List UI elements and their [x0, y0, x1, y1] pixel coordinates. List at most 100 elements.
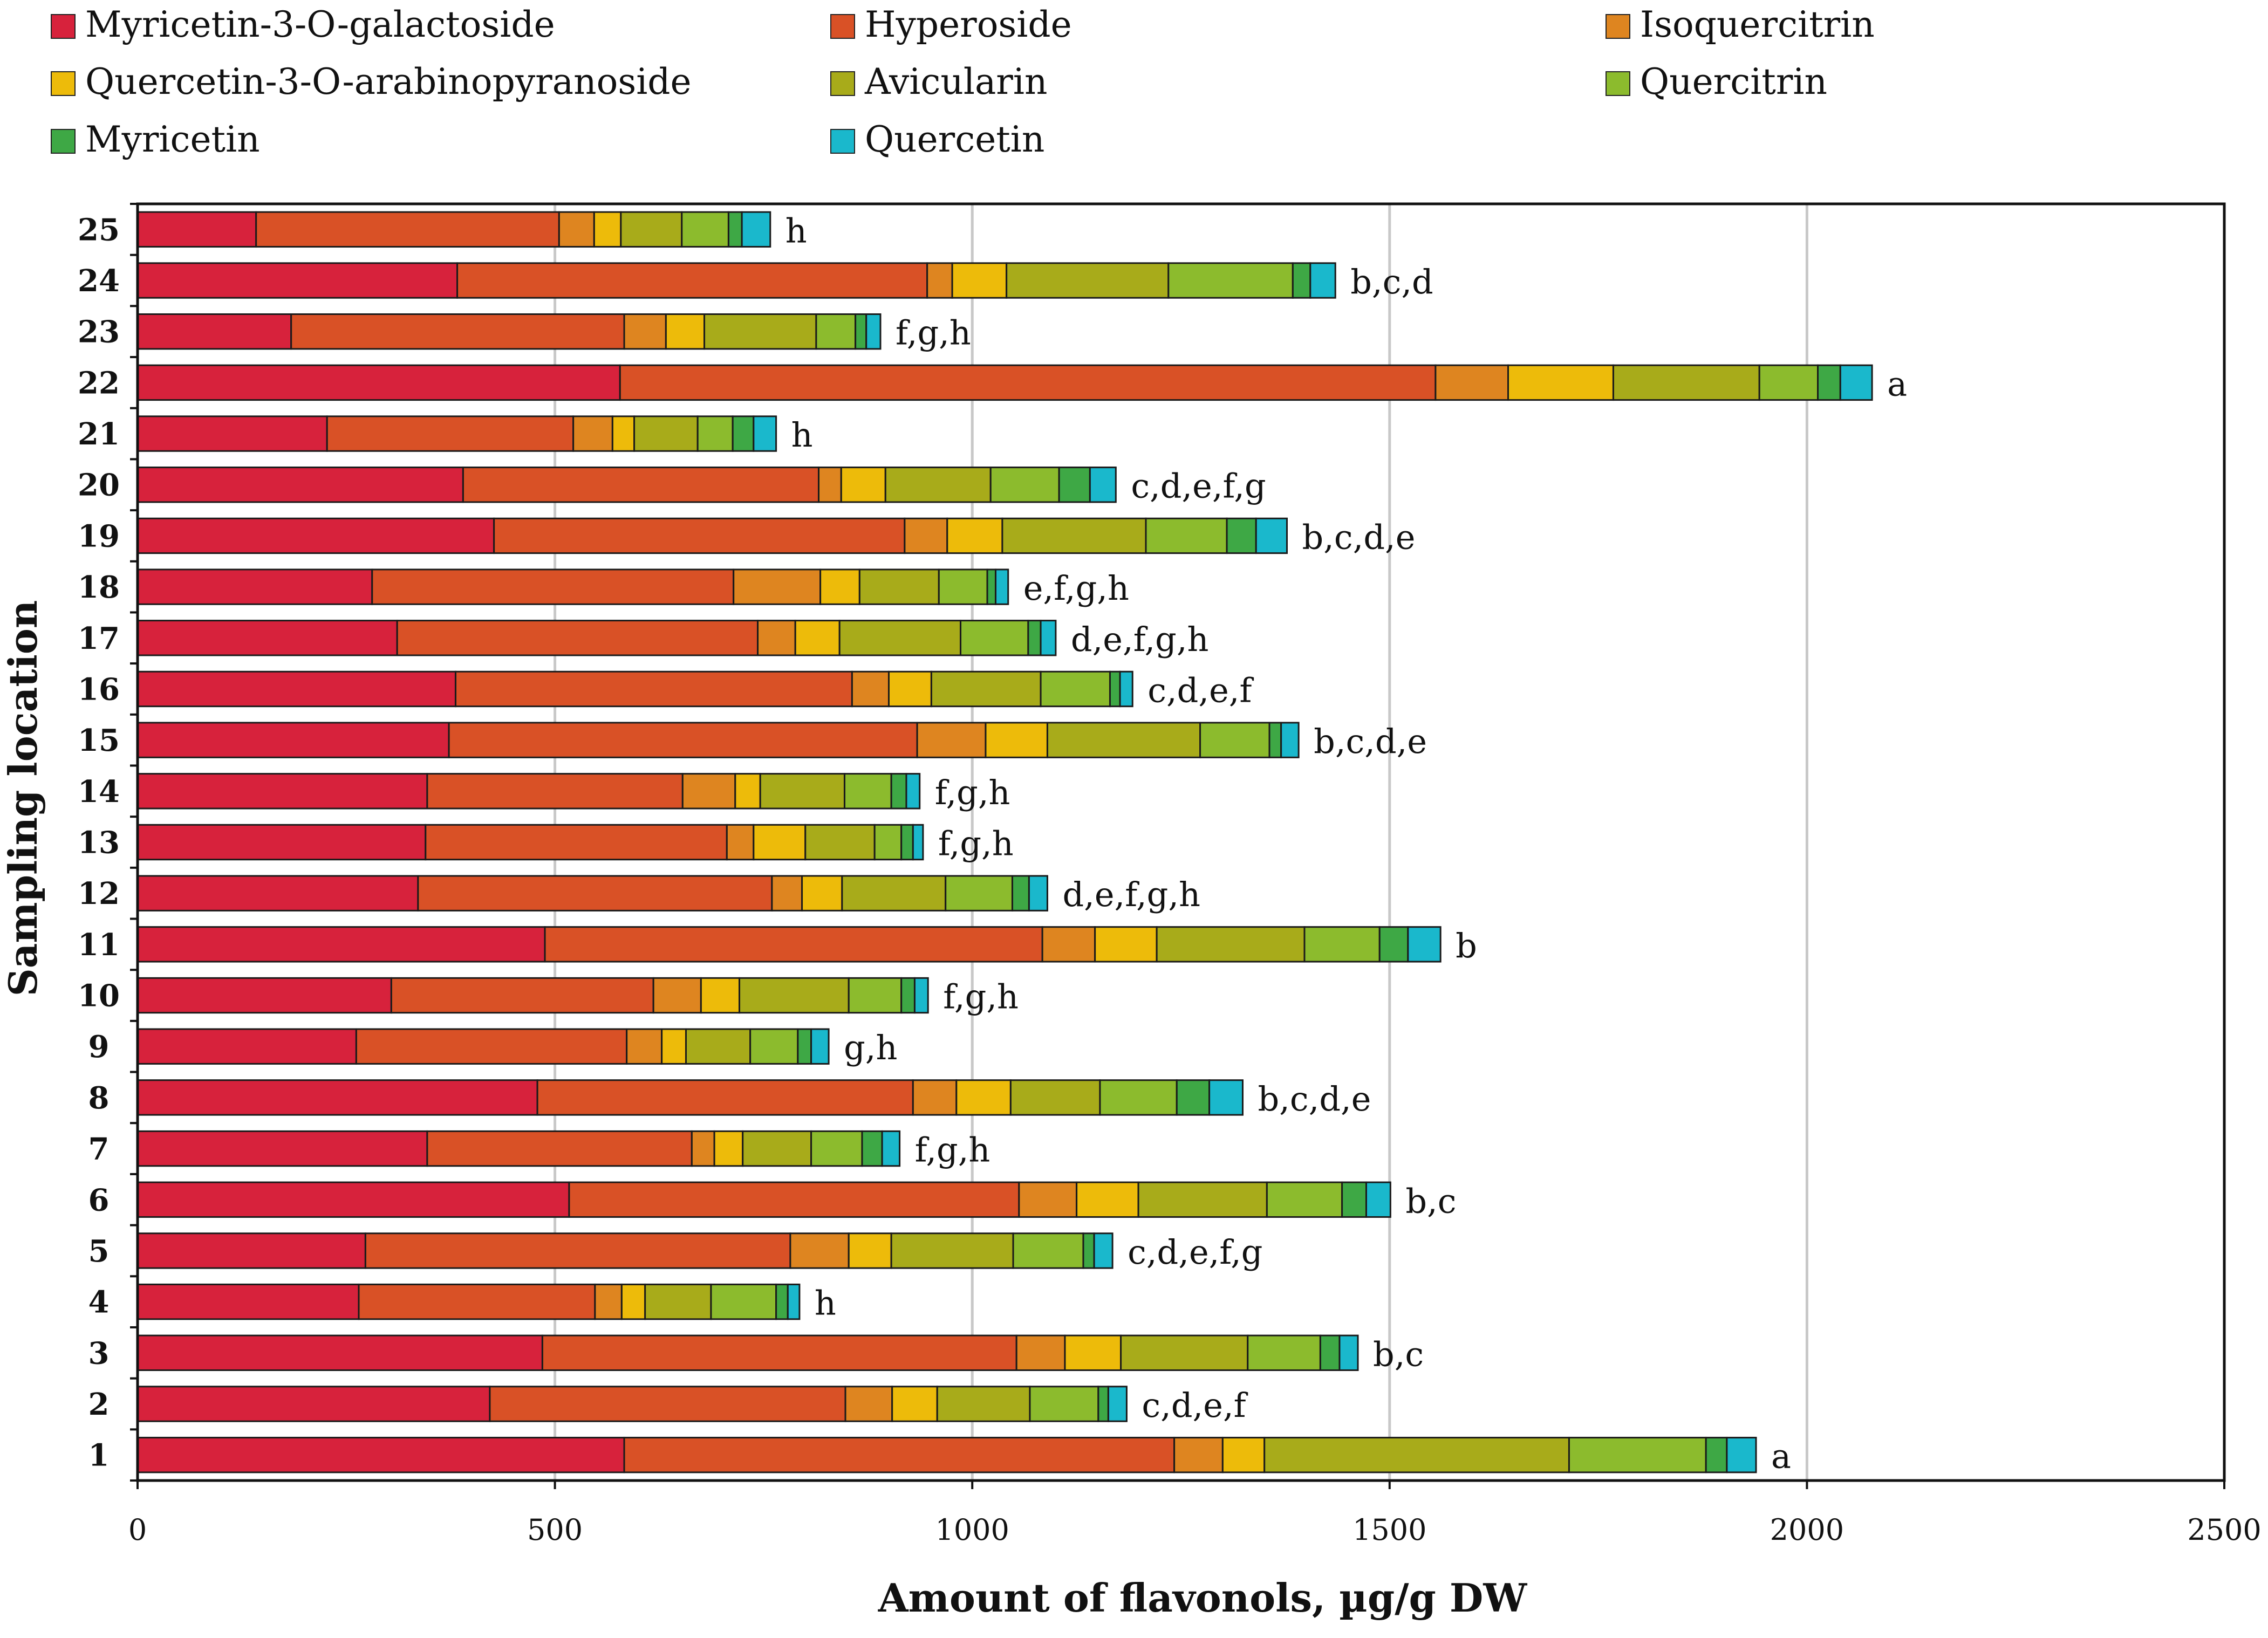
bar-segment-quercetin-3-o-arabinopyranoside-loc-23	[665, 313, 706, 350]
bar-segment-isoquercitrin-loc-15	[916, 722, 987, 758]
bar-segment-isoquercitrin-loc-7	[691, 1130, 715, 1167]
bar-segment-avicularin-loc-15	[1046, 722, 1201, 758]
bar-segment-myricetin-3-o-galactoside-loc-3	[136, 1334, 543, 1371]
legend-label-quercetin: Quercetin	[865, 119, 1044, 160]
bar-segment-hyperoside-loc-20	[462, 467, 820, 503]
x-tick-label-1000: 1000	[935, 1513, 1009, 1547]
bar-segment-isoquercitrin-loc-21	[572, 415, 613, 452]
bars-layer	[136, 211, 1873, 1473]
y-tick-label-5: 5	[88, 1233, 110, 1269]
bar-segment-quercitrin-loc-4	[710, 1283, 777, 1320]
bar-segment-hyperoside-loc-9	[355, 1028, 628, 1065]
y-tick-label-6: 6	[88, 1182, 110, 1218]
significance-label-loc-10: f,g,h	[943, 977, 1019, 1017]
bar-segment-quercitrin-loc-14	[843, 773, 892, 810]
bar-segment-myricetin-loc-3	[1319, 1334, 1341, 1371]
bar-segment-quercetin-loc-19	[1255, 517, 1288, 554]
bar-segment-quercitrin-loc-2	[1029, 1386, 1099, 1422]
bar-segment-avicularin-loc-23	[703, 313, 817, 350]
bar-segment-hyperoside-loc-17	[396, 620, 759, 656]
bar-segment-avicularin-loc-11	[1156, 926, 1306, 963]
bar-segment-myricetin-loc-24	[1292, 262, 1311, 299]
bar-segment-quercetin-loc-22	[1839, 364, 1873, 401]
bar-segment-isoquercitrin-loc-3	[1015, 1334, 1066, 1371]
y-tick-label-21: 21	[78, 416, 120, 452]
significance-label-loc-8: b,c,d,e	[1258, 1079, 1371, 1119]
significance-label-loc-14: f,g,h	[935, 773, 1010, 812]
bar-segment-isoquercitrin-loc-12	[771, 875, 803, 911]
significance-label-loc-2: c,d,e,f	[1142, 1386, 1248, 1425]
bar-segment-quercitrin-loc-1	[1568, 1436, 1707, 1473]
bar-segment-myricetin-loc-11	[1378, 926, 1409, 963]
bar-segment-avicularin-loc-12	[841, 875, 947, 911]
legend-swatch-quercetin-3-o-arabinopyranoside	[51, 71, 76, 96]
bar-segment-isoquercitrin-loc-19	[904, 517, 948, 554]
bar-segment-myricetin-3-o-galactoside-loc-11	[136, 926, 546, 963]
bar-segment-avicularin-loc-1	[1263, 1436, 1570, 1473]
bar-segment-hyperoside-loc-22	[619, 364, 1437, 401]
bar-segment-avicularin-loc-3	[1120, 1334, 1249, 1371]
bar-segment-hyperoside-loc-23	[290, 313, 625, 350]
bar-segment-quercitrin-loc-7	[810, 1130, 863, 1167]
y-tick-label-12: 12	[78, 876, 120, 911]
significance-label-loc-3: b,c	[1373, 1334, 1424, 1374]
y-tick-label-20: 20	[78, 468, 120, 503]
bar-segment-quercetin-loc-17	[1040, 620, 1057, 656]
bar-segment-myricetin-loc-8	[1176, 1079, 1211, 1116]
significance-label-loc-17: d,e,f,g,h	[1071, 620, 1209, 659]
y-tick-label-23: 23	[78, 314, 120, 350]
significance-label-loc-21: h	[791, 415, 813, 455]
bar-segment-isoquercitrin-loc-23	[623, 313, 667, 350]
bar-segment-quercetin-loc-4	[787, 1283, 801, 1320]
legend-label-isoquercitrin: Isoquercitrin	[1640, 4, 1875, 45]
bar-segment-avicularin-loc-7	[742, 1130, 812, 1167]
y-tick-label-17: 17	[78, 621, 120, 656]
bar-segment-hyperoside-loc-6	[568, 1181, 1020, 1218]
bar-segment-myricetin-3-o-galactoside-loc-19	[136, 517, 495, 554]
bar-segment-quercetin-loc-9	[810, 1028, 830, 1065]
bar-segment-hyperoside-loc-2	[489, 1386, 846, 1422]
bar-segment-myricetin-3-o-galactoside-loc-18	[136, 568, 373, 605]
bar-segment-quercetin-loc-25	[741, 211, 771, 248]
bar-segment-quercitrin-loc-13	[873, 824, 903, 861]
bar-segment-quercetin-loc-7	[881, 1130, 901, 1167]
bar-segment-hyperoside-loc-14	[426, 773, 684, 810]
bar-segment-quercetin-3-o-arabinopyranoside-loc-7	[713, 1130, 744, 1167]
legend-label-hyperoside: Hyperoside	[865, 4, 1072, 45]
bar-segment-myricetin-3-o-galactoside-loc-4	[136, 1283, 360, 1320]
bar-segment-isoquercitrin-loc-22	[1434, 364, 1509, 401]
bar-segment-hyperoside-loc-3	[541, 1334, 1017, 1371]
bar-segment-quercitrin-loc-6	[1266, 1181, 1343, 1218]
bar-segment-hyperoside-loc-21	[326, 415, 575, 452]
bar-segment-hyperoside-loc-18	[371, 568, 735, 605]
significance-label-loc-1: a	[1771, 1437, 1791, 1476]
y-tick-label-19: 19	[78, 518, 120, 554]
bar-segment-avicularin-loc-6	[1137, 1181, 1268, 1218]
bar-segment-myricetin-loc-25	[727, 211, 743, 248]
legend-swatch-isoquercitrin	[1606, 14, 1630, 39]
y-tick-label-15: 15	[78, 723, 120, 758]
bar-segment-myricetin-3-o-galactoside-loc-25	[136, 211, 257, 248]
bar-segment-myricetin-loc-9	[797, 1028, 812, 1065]
significance-label-loc-23: f,g,h	[896, 313, 971, 353]
bar-segment-quercitrin-loc-25	[681, 211, 729, 248]
bar-segment-hyperoside-loc-10	[390, 977, 654, 1014]
legend-swatch-quercetin	[830, 129, 855, 154]
legend-swatch-myricetin-3-o-galactoside	[51, 14, 76, 39]
bar-segment-quercetin-3-o-arabinopyranoside-loc-8	[955, 1079, 1012, 1116]
bar-segment-isoquercitrin-loc-1	[1173, 1436, 1224, 1473]
bar-segment-hyperoside-loc-7	[426, 1130, 693, 1167]
bar-segment-quercetin-loc-1	[1726, 1436, 1757, 1473]
bar-segment-avicularin-loc-18	[858, 568, 940, 605]
significance-label-loc-5: c,d,e,f,g	[1128, 1232, 1262, 1272]
bar-segment-hyperoside-loc-12	[417, 875, 773, 911]
bar-segment-myricetin-3-o-galactoside-loc-22	[136, 364, 621, 401]
x-tick-label-1500: 1500	[1352, 1513, 1426, 1547]
bar-segment-myricetin-loc-1	[1705, 1436, 1728, 1473]
bar-segment-myricetin-loc-10	[900, 977, 916, 1014]
legend-label-quercetin-3-o-arabinopyranoside: Quercetin-3-O-arabinopyranoside	[85, 61, 692, 102]
y-tick-label-7: 7	[88, 1132, 110, 1167]
significance-label-loc-7: f,g,h	[915, 1130, 990, 1170]
bar-segment-myricetin-loc-22	[1817, 364, 1841, 401]
bar-segment-quercetin-3-o-arabinopyranoside-loc-5	[848, 1232, 892, 1269]
